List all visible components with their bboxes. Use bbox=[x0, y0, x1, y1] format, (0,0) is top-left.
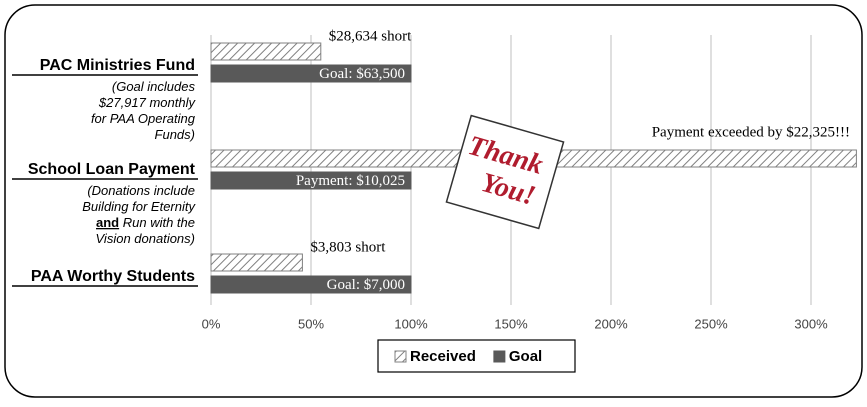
x-tick-label: 100% bbox=[394, 316, 428, 331]
x-tick-label: 200% bbox=[594, 316, 628, 331]
note-text: Funds) bbox=[155, 127, 195, 142]
bar bbox=[211, 254, 302, 271]
note-text: $27,917 monthly bbox=[98, 95, 197, 110]
note-text: and bbox=[96, 215, 119, 230]
category-note: and Run with the bbox=[96, 215, 195, 230]
bar-label: Goal: $63,500 bbox=[319, 66, 405, 82]
category-note: Building for Eternity bbox=[82, 199, 196, 214]
x-tick-label: 300% bbox=[794, 316, 828, 331]
category-note: for PAA Operating bbox=[91, 111, 196, 126]
category-note: Vision donations) bbox=[96, 231, 196, 246]
category-note: $27,917 monthly bbox=[98, 95, 197, 110]
note-text: Building for Eternity bbox=[82, 199, 196, 214]
note-text: (Donations include bbox=[87, 183, 195, 198]
bar-label: $3,803 short bbox=[310, 239, 386, 255]
chart: 0% 50% 100% 150% 200% 250% 300% PAC Ministries … bbox=[0, 0, 867, 402]
legend-label: Goal bbox=[509, 348, 542, 365]
category-note: Funds) bbox=[155, 127, 195, 142]
category-label: PAA Worthy Students bbox=[31, 268, 195, 285]
legend-box bbox=[378, 340, 575, 372]
bar-label: $28,634 short bbox=[329, 28, 412, 44]
bar bbox=[211, 43, 321, 60]
legend-swatch bbox=[395, 351, 406, 362]
x-tick-label: 250% bbox=[694, 316, 728, 331]
bar-label: Payment exceeded by $22,325!!! bbox=[652, 124, 850, 140]
bar-label: Payment: $10,025 bbox=[296, 173, 405, 189]
x-tick-label: 0% bbox=[202, 316, 221, 331]
note-text: (Goal includes bbox=[112, 79, 196, 94]
category-label: School Loan Payment bbox=[28, 161, 196, 178]
note-text: Vision donations) bbox=[96, 231, 196, 246]
x-tick-label: 150% bbox=[494, 316, 528, 331]
category-note: (Donations include bbox=[87, 183, 195, 198]
legend-label: Received bbox=[410, 348, 476, 365]
note-text: for PAA Operating bbox=[91, 111, 196, 126]
category-note: (Goal includes bbox=[112, 79, 196, 94]
category-label: PAC Ministries Fund bbox=[40, 57, 195, 74]
bar-label: Goal: $7,000 bbox=[327, 277, 405, 293]
x-tick-label: 50% bbox=[298, 316, 324, 331]
legend-swatch bbox=[494, 351, 505, 362]
note-text: Run with the bbox=[119, 215, 195, 230]
